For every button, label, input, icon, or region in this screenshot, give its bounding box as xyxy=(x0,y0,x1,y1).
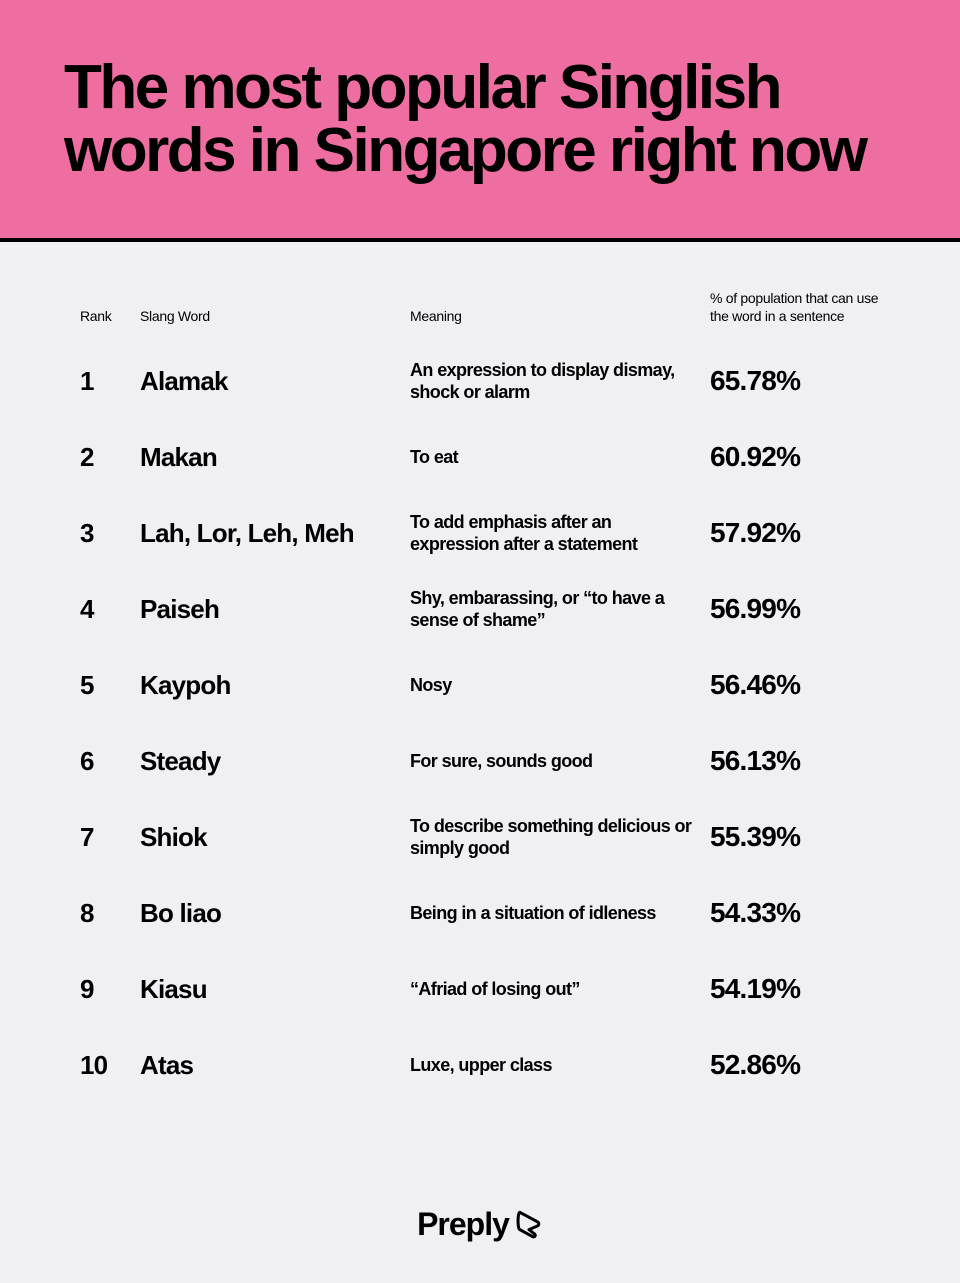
cell-word: Kaypoh xyxy=(140,670,410,701)
cell-rank: 8 xyxy=(80,898,140,929)
col-header-pct: % of population that can use the word in… xyxy=(710,290,880,325)
cell-meaning: Nosy xyxy=(410,674,710,697)
table-row: 9Kiasu“Afriad of losing out”54.19% xyxy=(80,951,880,1027)
col-header-meaning: Meaning xyxy=(410,308,710,326)
cell-word: Atas xyxy=(140,1050,410,1081)
table-row: 7ShiokTo describe something delicious or… xyxy=(80,799,880,875)
table-header-row: Rank Slang Word Meaning % of population … xyxy=(80,290,880,325)
cell-meaning: For sure, sounds good xyxy=(410,750,710,773)
col-header-rank: Rank xyxy=(80,308,140,326)
cell-pct: 54.19% xyxy=(710,973,880,1005)
cell-rank: 3 xyxy=(80,518,140,549)
brand-name: Preply xyxy=(417,1206,509,1243)
cell-word: Steady xyxy=(140,746,410,777)
cell-word: Alamak xyxy=(140,366,410,397)
table-row: 10AtasLuxe, upper class52.86% xyxy=(80,1027,880,1103)
cell-pct: 54.33% xyxy=(710,897,880,929)
cell-word: Paiseh xyxy=(140,594,410,625)
table-body: 1AlamakAn expression to display dismay, … xyxy=(80,343,880,1103)
cell-word: Shiok xyxy=(140,822,410,853)
table-row: 5KaypohNosy56.46% xyxy=(80,647,880,723)
cell-pct: 60.92% xyxy=(710,441,880,473)
cell-word: Kiasu xyxy=(140,974,410,1005)
page-title: The most popular Singlish words in Singa… xyxy=(64,56,896,182)
cell-meaning: Luxe, upper class xyxy=(410,1054,710,1077)
cell-meaning: To add emphasis after an expression afte… xyxy=(410,511,710,556)
table-row: 3Lah, Lor, Leh, MehTo add emphasis after… xyxy=(80,495,880,571)
cell-meaning: Being in a situation of idleness xyxy=(410,902,710,925)
col-header-word: Slang Word xyxy=(140,308,410,326)
header-banner: The most popular Singlish words in Singa… xyxy=(0,0,960,242)
cell-pct: 56.46% xyxy=(710,669,880,701)
table-row: 1AlamakAn expression to display dismay, … xyxy=(80,343,880,419)
table-row: 2MakanTo eat60.92% xyxy=(80,419,880,495)
cell-meaning: To eat xyxy=(410,446,710,469)
cell-word: Bo liao xyxy=(140,898,410,929)
cell-rank: 1 xyxy=(80,366,140,397)
cell-rank: 10 xyxy=(80,1050,140,1081)
cell-meaning: Shy, embarassing, or “to have a sense of… xyxy=(410,587,710,632)
infographic-container: The most popular Singlish words in Singa… xyxy=(0,0,960,1283)
table-row: 8Bo liaoBeing in a situation of idleness… xyxy=(80,875,880,951)
cell-pct: 65.78% xyxy=(710,365,880,397)
table-row: 4PaisehShy, embarassing, or “to have a s… xyxy=(80,571,880,647)
footer: Preply xyxy=(0,1206,960,1243)
cell-pct: 57.92% xyxy=(710,517,880,549)
cell-pct: 56.13% xyxy=(710,745,880,777)
table-area: Rank Slang Word Meaning % of population … xyxy=(0,242,960,1103)
cell-rank: 7 xyxy=(80,822,140,853)
cell-meaning: An expression to display dismay, shock o… xyxy=(410,359,710,404)
cell-rank: 5 xyxy=(80,670,140,701)
cell-rank: 6 xyxy=(80,746,140,777)
cell-rank: 2 xyxy=(80,442,140,473)
cell-meaning: “Afriad of losing out” xyxy=(410,978,710,1001)
cell-pct: 56.99% xyxy=(710,593,880,625)
cell-pct: 55.39% xyxy=(710,821,880,853)
brand-logo-icon xyxy=(515,1210,543,1240)
cell-rank: 4 xyxy=(80,594,140,625)
cell-rank: 9 xyxy=(80,974,140,1005)
cell-pct: 52.86% xyxy=(710,1049,880,1081)
cell-word: Makan xyxy=(140,442,410,473)
cell-meaning: To describe something delicious or simpl… xyxy=(410,815,710,860)
table-row: 6SteadyFor sure, sounds good56.13% xyxy=(80,723,880,799)
cell-word: Lah, Lor, Leh, Meh xyxy=(140,518,410,549)
